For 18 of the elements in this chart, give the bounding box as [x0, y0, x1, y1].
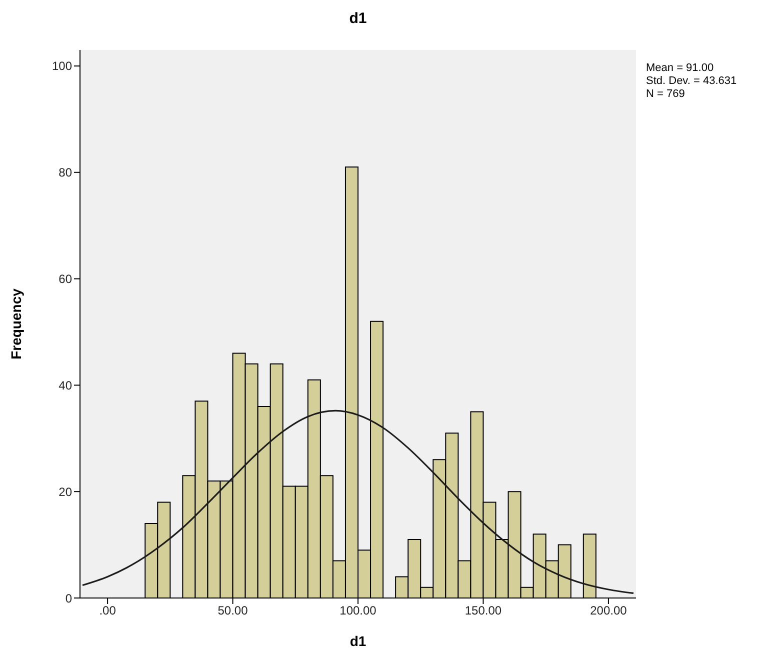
y-tick-label: 0 [65, 591, 72, 606]
y-tick-label: 100 [52, 59, 72, 74]
x-axis-title: d1 [350, 633, 366, 649]
y-axis-title: Frequency [8, 288, 24, 360]
text: Std. Dev. = 43.631 [646, 75, 737, 88]
x-tick-label: 150.00 [464, 604, 502, 618]
x-tick-label: .00 [99, 604, 116, 618]
y-tick-label: 80 [58, 166, 72, 180]
y-tick-label: 40 [58, 378, 72, 392]
x-tick-label: 100.00 [340, 604, 377, 618]
x-tick-label: 50.00 [218, 604, 248, 618]
y-tick-label: 20 [58, 484, 72, 499]
text: N = 769 [646, 88, 686, 101]
line-series [82, 410, 634, 594]
x-tick-label: 200.00 [590, 604, 628, 618]
y-tick-label: 60 [58, 272, 72, 286]
text: Mean = 91.00 [646, 62, 715, 75]
chart-title: d1 [348, 10, 368, 27]
